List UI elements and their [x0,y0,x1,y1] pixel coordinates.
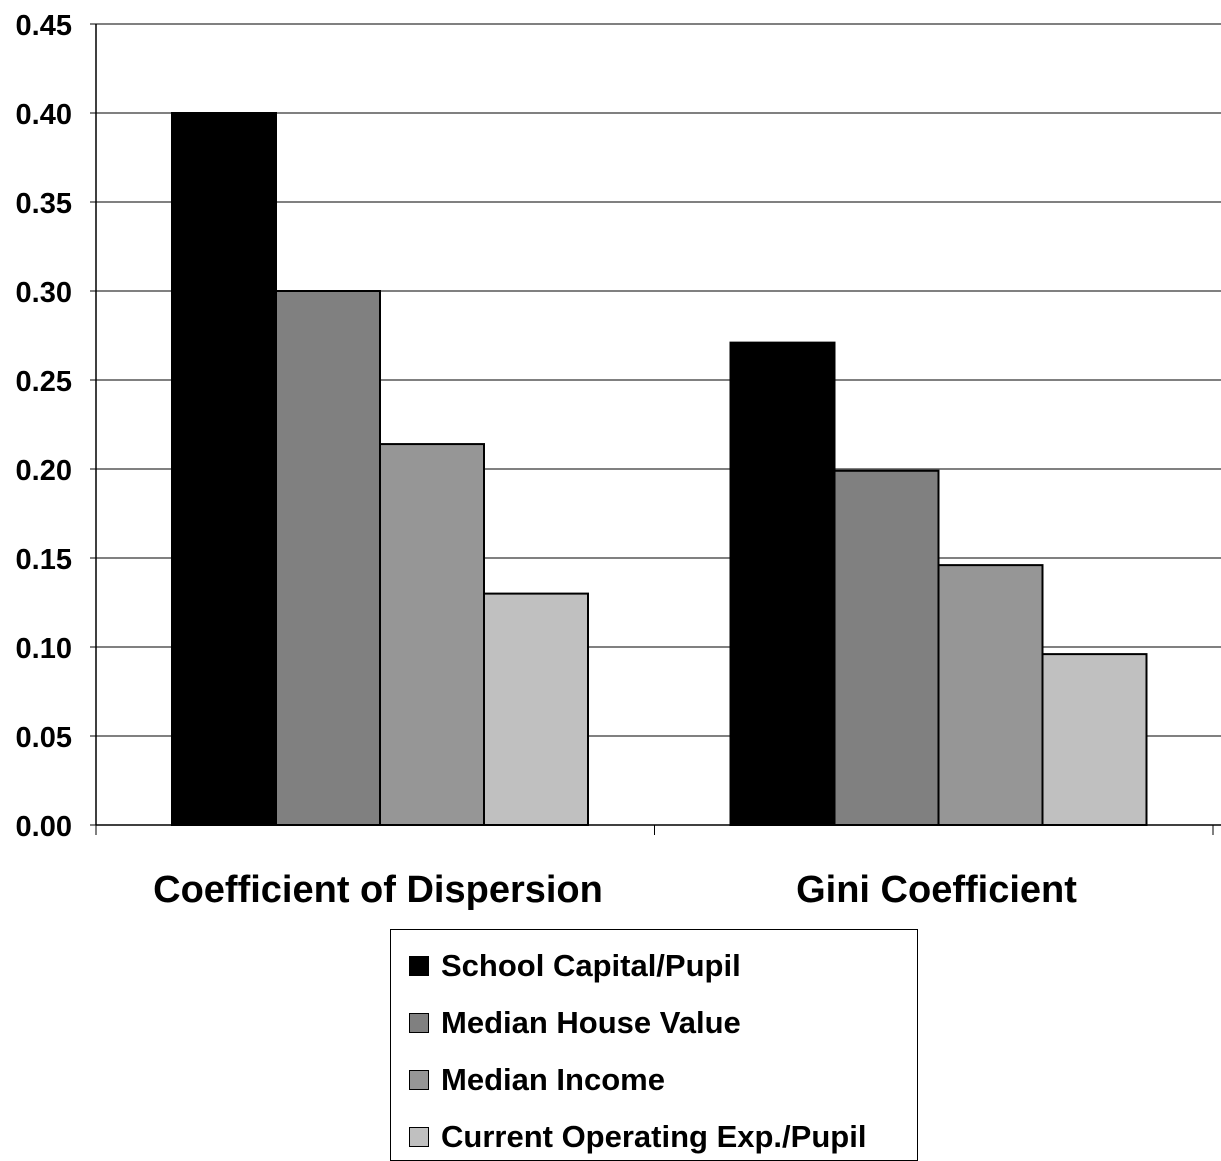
bar [379,443,485,826]
legend-swatch [409,1127,429,1147]
y-tick-label: 0.40 [16,99,72,131]
legend-item: Median House Value [409,1003,741,1043]
legend-label: Current Operating Exp./Pupil [441,1119,867,1154]
legend-item: Median Income [409,1060,665,1100]
axes [95,24,1221,835]
legend-item: Current Operating Exp./Pupil [409,1117,866,1157]
y-tick-label: 0.20 [16,455,72,487]
legend-label: Median House Value [441,1005,741,1040]
bar [275,290,381,826]
y-tick-label: 0.35 [16,188,72,220]
legend-swatch [409,1070,429,1090]
x-category-label: Coefficient of Dispersion [153,869,603,911]
y-tick-label: 0.00 [16,811,72,843]
y-axis-ticks: 0.00 0.05 0.10 0.15 0.20 0.25 0.30 0.35 0.40 0.45 [16,10,72,843]
bars [171,112,1148,826]
x-category-label: Gini Coefficient [796,869,1077,911]
bar [833,469,940,826]
y-tick-label: 0.30 [16,277,72,309]
bar [171,112,277,826]
legend-label: Median Income [441,1062,665,1097]
bar [937,564,1044,826]
y-tick-label: 0.45 [16,10,72,42]
legend-swatch [409,1013,429,1033]
y-tick-label: 0.15 [16,544,72,576]
y-tick-label: 0.05 [16,722,72,754]
legend: School Capital/Pupil Median House Value … [390,929,918,1161]
legend-label: School Capital/Pupil [441,948,741,983]
y-tick-label: 0.10 [16,633,72,665]
bar [1041,653,1148,826]
legend-swatch [409,956,429,976]
x-axis-labels: Coefficient of Dispersion Gini Coefficien… [153,869,1077,911]
y-tick-label: 0.25 [16,366,72,398]
legend-item: School Capital/Pupil [409,946,741,986]
bar [729,341,836,826]
bar [483,592,589,826]
